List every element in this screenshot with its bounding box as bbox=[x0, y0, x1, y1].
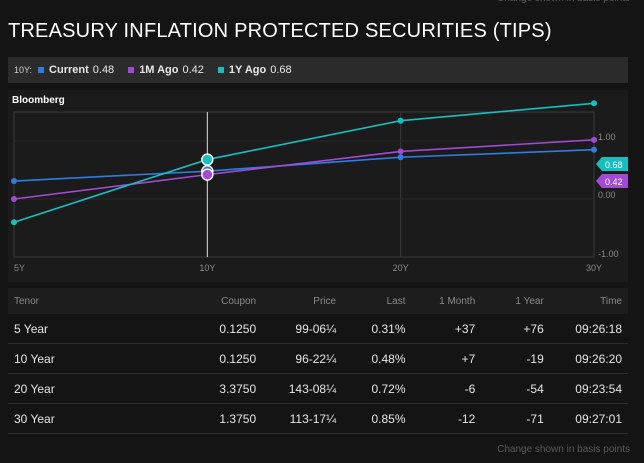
cell-coupon: 1.3750 bbox=[85, 403, 263, 434]
header-price[interactable]: Price bbox=[262, 288, 343, 314]
cell-tenor: 10 Year bbox=[8, 343, 86, 374]
tips-table: Tenor Coupon Price Last 1 Month 1 Year T… bbox=[8, 288, 628, 434]
x-tick-label: 10Y bbox=[199, 263, 215, 273]
y-tick-label: -1.00 bbox=[598, 249, 619, 259]
header-1-year[interactable]: 1 Year bbox=[481, 288, 550, 314]
cell-price: 113-17¼ bbox=[262, 403, 343, 434]
legend-item-current[interactable]: Current 0.48 bbox=[38, 64, 114, 76]
value-badge-label: 0.42 bbox=[605, 177, 623, 187]
x-tick-label: 30Y bbox=[586, 263, 602, 273]
y-tick-label: 1.00 bbox=[598, 132, 616, 142]
table-header-row: Tenor Coupon Price Last 1 Month 1 Year T… bbox=[8, 288, 628, 314]
footnote-bottom: Change shown in basis points bbox=[497, 444, 630, 455]
legend-swatch-1m-ago bbox=[128, 67, 135, 73]
cell-1-year: -71 bbox=[481, 403, 550, 434]
cell-tenor: 20 Year bbox=[8, 373, 86, 404]
cell-price: 143-08¼ bbox=[262, 373, 343, 404]
legend-value: 0.42 bbox=[182, 64, 204, 76]
footnote-top: Change shown in basis points bbox=[497, 0, 630, 4]
data-point[interactable] bbox=[397, 148, 404, 155]
legend-swatch-current bbox=[38, 67, 45, 73]
data-point[interactable] bbox=[11, 219, 17, 226]
legend-tenor: 10Y: bbox=[14, 65, 33, 75]
y-tick-label: 0.00 bbox=[598, 190, 616, 200]
cell-time: 09:27:01 bbox=[549, 403, 628, 434]
data-point[interactable] bbox=[591, 146, 597, 153]
legend-label: 1Y Ago bbox=[228, 64, 267, 76]
header-coupon[interactable]: Coupon bbox=[85, 288, 263, 314]
legend-label: 1M Ago bbox=[139, 64, 179, 76]
cell-last: 0.48% bbox=[342, 343, 412, 374]
plot-frame bbox=[13, 111, 595, 258]
legend-item-1m-ago[interactable]: 1M Ago 0.42 bbox=[128, 64, 204, 76]
cell-tenor: 30 Year bbox=[8, 403, 86, 434]
series-line[interactable] bbox=[13, 139, 595, 200]
data-point[interactable] bbox=[591, 136, 597, 143]
series-line[interactable] bbox=[13, 102, 595, 223]
data-point[interactable] bbox=[201, 153, 214, 166]
table-row[interactable]: 10 Year 0.1250 96-22¼ 0.48% +7 -19 09:26… bbox=[8, 343, 628, 374]
cell-coupon: 3.3750 bbox=[85, 373, 263, 404]
cell-1-month: -6 bbox=[411, 373, 482, 404]
legend-label: Current bbox=[49, 64, 89, 76]
yield-curve-chart[interactable]: Bloomberg 1.00 0.00 -1.00 5Y 10Y 20Y 30Y 0.68 0.4… bbox=[8, 90, 628, 282]
header-tenor[interactable]: Tenor bbox=[8, 288, 86, 314]
value-badge bbox=[596, 174, 628, 188]
legend-bar: 10Y: Current 0.48 1M Ago 0.42 1Y Ago 0.6… bbox=[8, 57, 628, 83]
data-point[interactable] bbox=[201, 168, 214, 181]
cell-time: 09:26:20 bbox=[549, 343, 628, 374]
chart-svg[interactable]: Bloomberg 1.00 0.00 -1.00 5Y 10Y 20Y 30Y 0.68 0.4… bbox=[8, 90, 628, 282]
data-point[interactable] bbox=[397, 154, 404, 161]
cell-1-year: -54 bbox=[481, 373, 550, 404]
legend-item-1y-ago[interactable]: 1Y Ago 0.68 bbox=[217, 64, 292, 76]
x-tick-label: 5Y bbox=[14, 263, 25, 273]
value-badge bbox=[596, 157, 628, 171]
cell-price: 96-22¼ bbox=[262, 343, 343, 374]
cell-coupon: 0.1250 bbox=[85, 314, 263, 344]
cell-last: 0.72% bbox=[342, 373, 412, 404]
data-point[interactable] bbox=[397, 117, 404, 124]
x-tick-label: 20Y bbox=[393, 263, 409, 273]
header-1-month[interactable]: 1 Month bbox=[411, 288, 482, 314]
cell-time: 09:23:54 bbox=[549, 373, 628, 404]
header-last[interactable]: Last bbox=[342, 288, 412, 314]
data-point[interactable] bbox=[11, 196, 17, 202]
cell-1-month: +7 bbox=[411, 343, 482, 374]
cell-coupon: 0.1250 bbox=[85, 343, 263, 374]
legend-value: 0.48 bbox=[92, 64, 115, 76]
cell-1-month: +37 bbox=[411, 314, 482, 344]
legend-value: 0.68 bbox=[270, 64, 292, 76]
cell-last: 0.31% bbox=[342, 314, 412, 344]
legend-swatch-1y-ago bbox=[217, 67, 224, 73]
table-row[interactable]: 5 Year 0.1250 99-06¼ 0.31% +37 +76 09:26… bbox=[8, 314, 628, 344]
data-point[interactable] bbox=[591, 100, 597, 107]
cell-1-year: -19 bbox=[481, 343, 550, 374]
value-badge-label: 0.68 bbox=[605, 160, 623, 170]
cell-1-year: +76 bbox=[481, 314, 550, 344]
cell-price: 99-06¼ bbox=[262, 314, 343, 344]
cell-time: 09:26:18 bbox=[549, 314, 628, 344]
cell-last: 0.85% bbox=[342, 403, 412, 434]
header-time[interactable]: Time bbox=[549, 288, 628, 314]
cell-1-month: -12 bbox=[411, 403, 482, 434]
series-line[interactable] bbox=[13, 148, 595, 182]
data-point[interactable] bbox=[11, 178, 17, 185]
page-title: TREASURY INFLATION PROTECTED SECURITIES … bbox=[8, 20, 552, 42]
chart-source-label: Bloomberg bbox=[12, 95, 65, 106]
table-row[interactable]: 30 Year 1.3750 113-17¼ 0.85% -12 -71 09:… bbox=[8, 403, 628, 434]
table-row[interactable]: 20 Year 3.3750 143-08¼ 0.72% -6 -54 09:2… bbox=[8, 373, 628, 404]
cell-tenor: 5 Year bbox=[8, 314, 86, 344]
